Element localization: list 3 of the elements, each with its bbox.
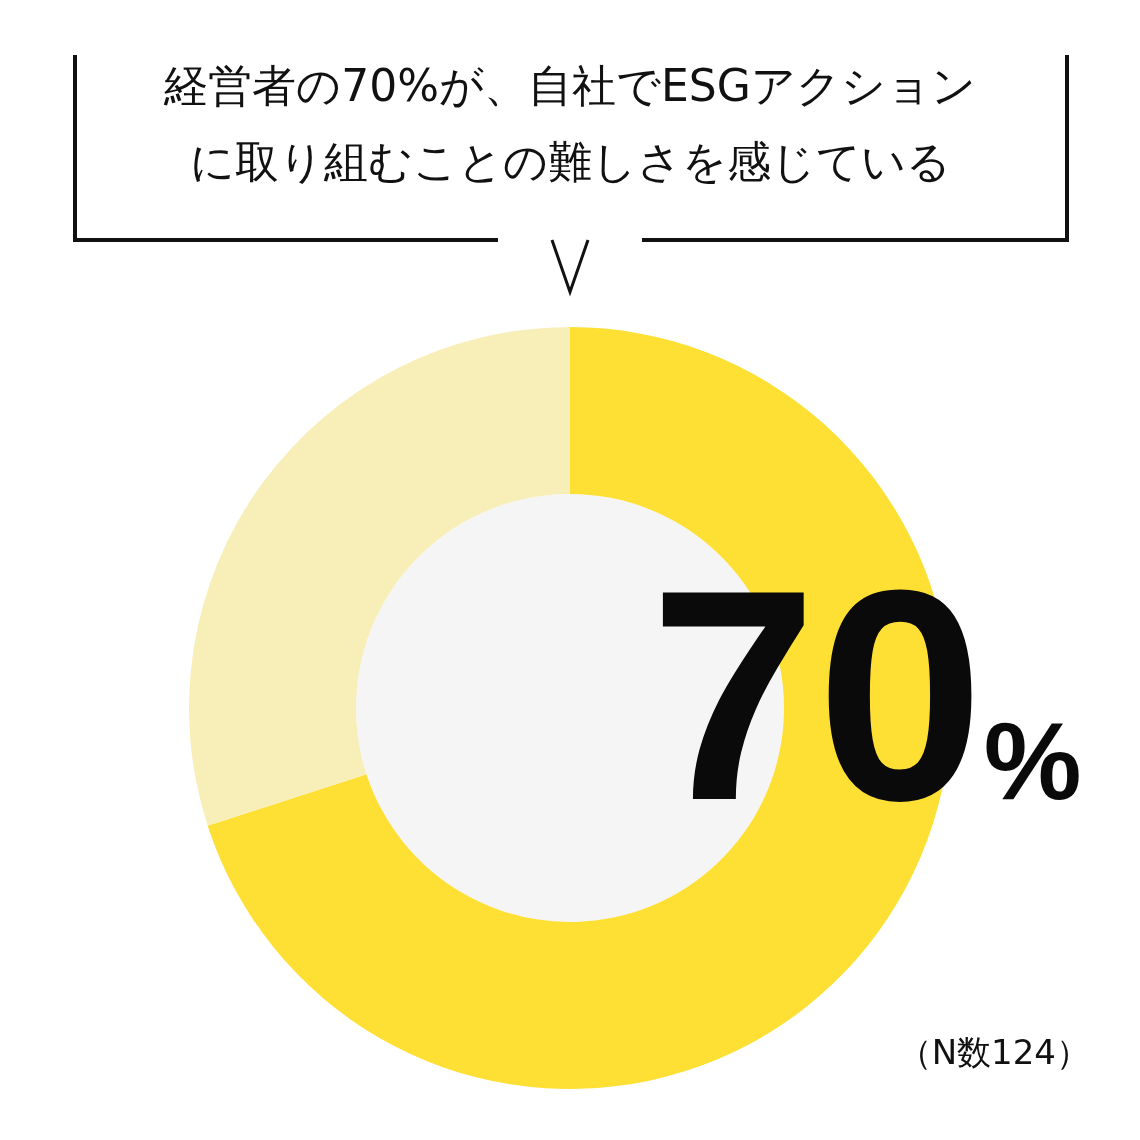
chart-title: 経営者の70%が、自社でESGアクションに取り組むことの難しさを感じている bbox=[163, 59, 977, 189]
donut-slice bbox=[189, 327, 570, 826]
text: （N数124） bbox=[897, 1031, 1090, 1074]
